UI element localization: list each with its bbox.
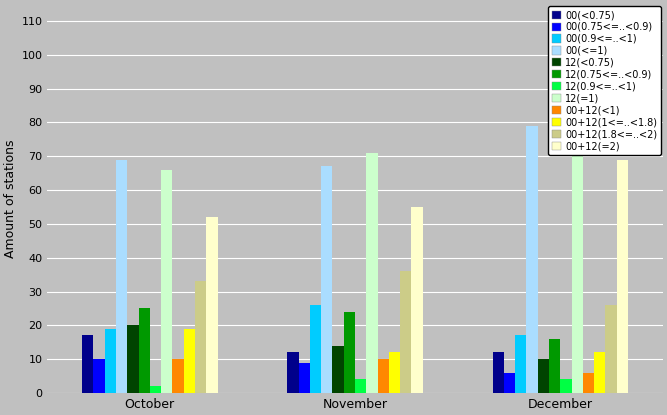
Bar	[310, 305, 321, 393]
Bar	[378, 359, 389, 393]
Bar	[389, 352, 400, 393]
Bar	[93, 359, 105, 393]
Bar	[606, 305, 617, 393]
Bar	[515, 335, 526, 393]
Bar	[549, 339, 560, 393]
Y-axis label: Amount of stations: Amount of stations	[4, 139, 17, 258]
Bar	[366, 153, 378, 393]
Bar	[321, 166, 332, 393]
Bar	[139, 308, 150, 393]
Bar	[161, 170, 172, 393]
Bar	[299, 363, 310, 393]
Bar	[572, 112, 583, 393]
Bar	[105, 329, 116, 393]
Bar	[150, 386, 161, 393]
Bar	[172, 359, 183, 393]
Bar	[344, 312, 355, 393]
Bar	[82, 335, 93, 393]
Bar	[583, 373, 594, 393]
Bar	[560, 379, 572, 393]
Bar	[617, 160, 628, 393]
Bar	[492, 352, 504, 393]
Bar	[206, 217, 217, 393]
Bar	[116, 160, 127, 393]
Legend: 00(<0.75), 00(0.75<=..<0.9), 00(0.9<=..<1), 00(<=1), 12(<0.75), 12(0.75<=..<0.9): 00(<0.75), 00(0.75<=..<0.9), 00(0.9<=..<…	[548, 6, 661, 155]
Bar	[183, 329, 195, 393]
Bar	[538, 359, 549, 393]
Bar	[400, 271, 412, 393]
Bar	[195, 281, 206, 393]
Bar	[412, 207, 423, 393]
Bar	[526, 126, 538, 393]
Bar	[332, 346, 344, 393]
Bar	[127, 325, 139, 393]
Bar	[594, 352, 606, 393]
Bar	[355, 379, 366, 393]
Bar	[504, 373, 515, 393]
Bar	[287, 352, 299, 393]
